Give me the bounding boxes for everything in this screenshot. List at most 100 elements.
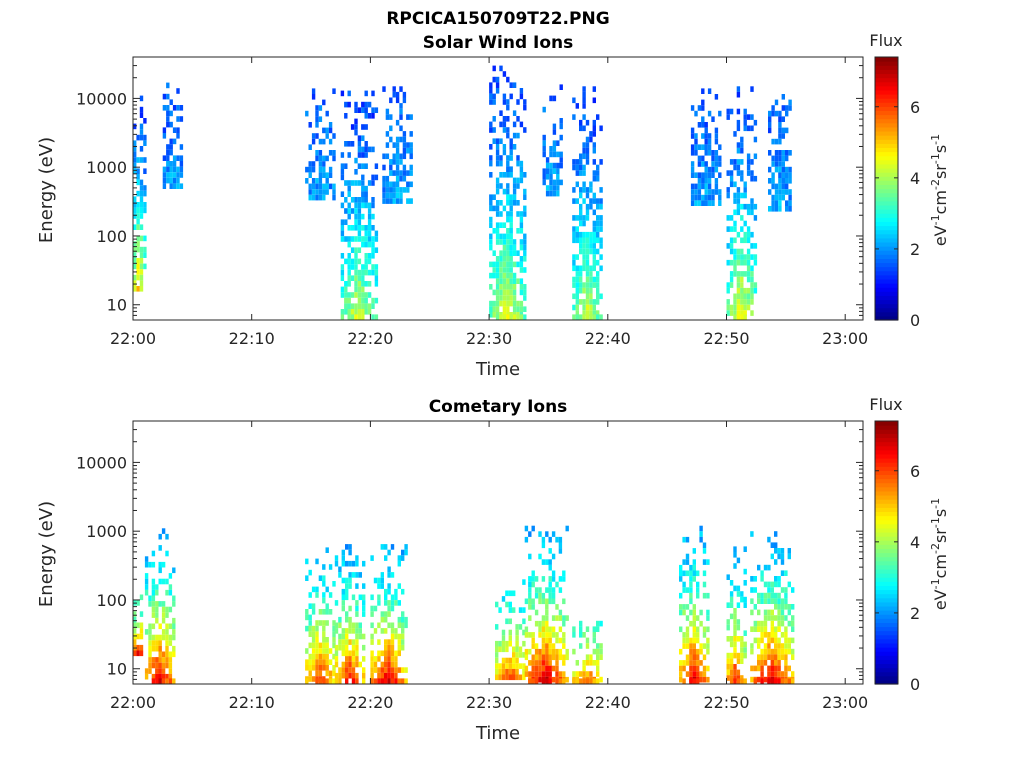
heatmap-cell	[133, 146, 137, 152]
heatmap-cell	[551, 570, 556, 577]
heatmap-cell	[558, 637, 563, 644]
heatmap-cell	[559, 84, 563, 90]
heatmap-cell	[791, 604, 795, 610]
heatmap-cell	[397, 622, 401, 629]
heatmap-cell	[740, 159, 744, 165]
heatmap-cell	[166, 172, 170, 178]
heatmap-cell	[348, 549, 352, 556]
heatmap-cell	[344, 101, 348, 108]
heatmap-cell	[696, 637, 700, 644]
heatmap-cell	[311, 138, 316, 145]
heatmap-cell	[172, 183, 177, 189]
heatmap-cell	[726, 574, 730, 580]
heatmap-cell	[389, 164, 393, 171]
heatmap-cell	[572, 671, 576, 677]
heatmap-cell	[726, 114, 730, 120]
heatmap-cell	[599, 226, 603, 232]
heatmap-cell	[348, 616, 352, 623]
heatmap-cell	[780, 570, 785, 576]
colorbar-segment	[875, 675, 898, 681]
heatmap-cell	[367, 225, 372, 231]
heatmap-cell	[757, 643, 761, 649]
heatmap-cell	[519, 239, 524, 245]
heatmap-cell	[740, 237, 744, 244]
heatmap-cell	[746, 265, 751, 272]
heatmap-cell	[502, 93, 507, 100]
heatmap-cell	[341, 594, 345, 601]
heatmap-cell	[340, 236, 345, 242]
colorbar-segment	[875, 291, 898, 296]
heatmap-cell	[774, 155, 779, 162]
heatmap-cell	[357, 141, 362, 147]
colorbar-segment	[875, 192, 898, 198]
heatmap-cell	[399, 108, 403, 115]
heatmap-cell	[770, 632, 774, 638]
heatmap-cell	[155, 645, 159, 652]
heatmap-cell	[774, 161, 779, 167]
heatmap-cell	[364, 146, 368, 153]
heatmap-cell	[374, 281, 379, 287]
heatmap-cell	[148, 640, 152, 646]
heatmap-cell	[158, 651, 162, 658]
heatmap-cell	[777, 581, 781, 588]
heatmap-cell	[357, 152, 362, 158]
heatmap-cell	[750, 175, 754, 182]
heatmap-cell	[743, 580, 747, 586]
heatmap-cell	[787, 604, 791, 610]
heatmap-cell	[354, 124, 358, 130]
heatmap-cell	[572, 237, 576, 244]
heatmap-cell	[499, 272, 503, 279]
heatmap-cell	[409, 181, 413, 188]
heatmap-cell	[784, 598, 788, 604]
heatmap-cell	[136, 134, 140, 141]
heatmap-cell	[172, 634, 176, 641]
heatmap-cell	[373, 667, 378, 673]
heatmap-cell	[512, 646, 516, 653]
heatmap-cell	[322, 609, 326, 615]
heatmap-cell	[350, 275, 355, 281]
heatmap-cell	[371, 146, 375, 153]
heatmap-cell	[347, 141, 351, 147]
heatmap-cell	[771, 155, 775, 162]
heatmap-cell	[528, 587, 532, 593]
heatmap-cell	[172, 651, 176, 658]
heatmap-cell	[599, 215, 603, 221]
heatmap-cell	[168, 589, 173, 596]
heatmap-cell	[387, 656, 391, 662]
heatmap-cell	[781, 94, 785, 100]
heatmap-cell	[519, 284, 524, 290]
heatmap-cell	[589, 198, 593, 204]
colorbar-tick-label: 2	[910, 604, 920, 623]
heatmap-cell	[787, 609, 791, 616]
heatmap-cell	[392, 192, 396, 199]
heatmap-cell	[139, 286, 144, 292]
heatmap-cell	[736, 678, 741, 684]
heatmap-cell	[743, 254, 747, 260]
heatmap-cell	[552, 140, 557, 146]
heatmap-cell	[690, 172, 695, 178]
heatmap-cell	[780, 559, 785, 565]
heatmap-cell	[743, 181, 747, 188]
heatmap-cell	[743, 187, 747, 193]
heatmap-cell	[582, 282, 586, 288]
colorbar-segment	[875, 250, 898, 255]
heatmap-cell	[768, 166, 772, 173]
heatmap-cell	[750, 203, 754, 210]
heatmap-cell	[787, 548, 791, 554]
heatmap-cell	[697, 105, 702, 111]
heatmap-cell	[499, 267, 503, 273]
heatmap-cell	[148, 645, 152, 652]
heatmap-cell	[549, 185, 553, 191]
heatmap-cell	[382, 175, 386, 182]
heatmap-cell	[361, 314, 365, 320]
y-tick-label: 10	[107, 660, 127, 679]
heatmap-cell	[558, 548, 563, 554]
heatmap-cell	[763, 581, 768, 588]
heatmap-cell	[351, 656, 356, 662]
heatmap-cell	[305, 575, 309, 581]
colorbar-segment	[875, 122, 898, 128]
heatmap-cell	[358, 661, 362, 668]
heatmap-cell	[736, 602, 741, 608]
heatmap-cell	[736, 254, 741, 260]
heatmap-cell	[575, 310, 579, 316]
